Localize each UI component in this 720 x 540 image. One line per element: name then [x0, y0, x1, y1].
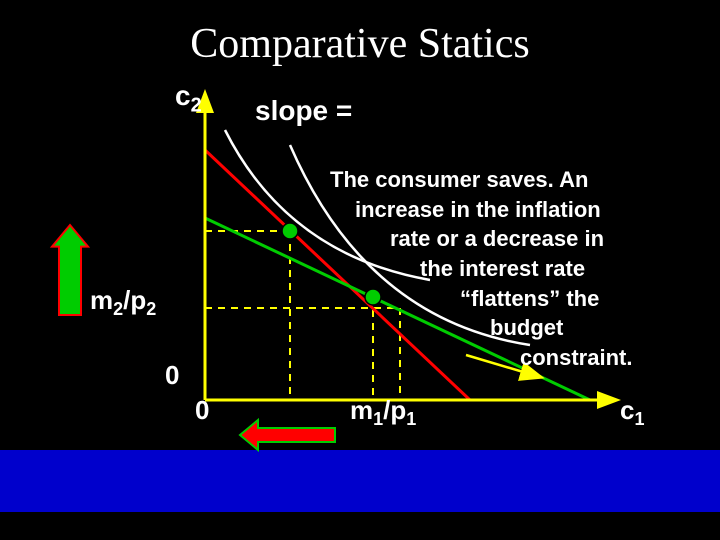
- x-axis-label: c1: [620, 395, 644, 430]
- slope-label: slope =: [255, 95, 352, 127]
- slide-title: Comparative Statics: [0, 20, 720, 68]
- origin-x-label: 0: [195, 395, 209, 426]
- x-tick-label: m1/p1: [350, 395, 416, 430]
- y-axis-label: c2: [175, 80, 202, 118]
- annotation-text: The consumer saves. An increase in the i…: [330, 165, 685, 373]
- origin-y-label: 0: [165, 360, 179, 391]
- y-tick-label: m2/p2: [90, 285, 156, 320]
